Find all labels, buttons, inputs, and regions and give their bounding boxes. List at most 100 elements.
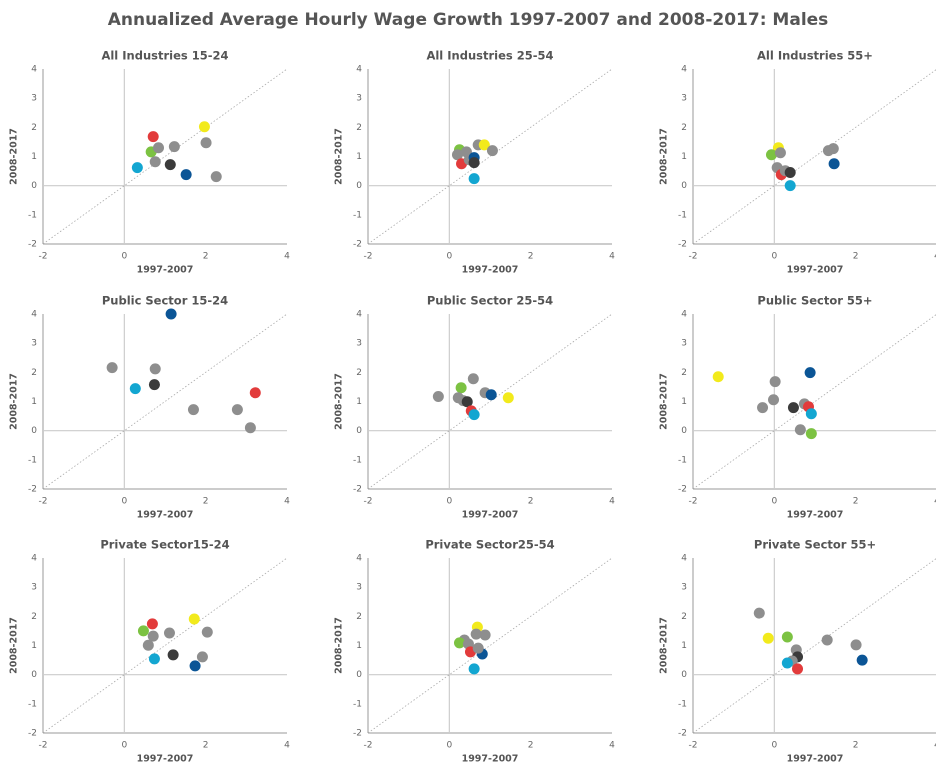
y-tick-label: 0: [31, 670, 37, 680]
point: [189, 660, 201, 672]
y-tick-label: -1: [353, 455, 362, 465]
point: [479, 629, 491, 641]
x-tick-label: -2: [39, 741, 48, 751]
diagonal: [692, 69, 936, 245]
y-tick-label: -2: [28, 485, 37, 495]
point: [106, 362, 118, 374]
point: [478, 139, 490, 151]
point: [454, 637, 465, 649]
y-tick-label: 1: [356, 641, 362, 651]
y-tick-label: 1: [356, 152, 362, 162]
y-tick-label: 3: [681, 583, 687, 593]
point: [470, 628, 482, 640]
x-tick-label: 2: [853, 741, 859, 751]
y-tick-label: 4: [681, 310, 687, 320]
y-tick-label: 1: [681, 152, 687, 162]
y-axis-label: 2008-2017: [659, 128, 670, 185]
panel-title: All Industries 25-54: [426, 49, 553, 63]
y-axis-label: 2008-2017: [9, 128, 20, 185]
x-tick-label: 4: [934, 252, 936, 262]
y-tick-label: 2: [31, 368, 37, 378]
x-axis-label: 1997-2007: [787, 265, 844, 276]
x-tick-label: -2: [689, 252, 698, 262]
point: [451, 149, 463, 161]
x-tick-label: 2: [528, 741, 534, 751]
x-tick-label: -2: [39, 252, 48, 262]
point: [167, 649, 179, 661]
y-tick-label: 1: [356, 397, 362, 407]
point: [168, 141, 180, 153]
point: [850, 639, 862, 651]
x-axis-label: 1997-2007: [462, 265, 519, 276]
point: [467, 373, 479, 385]
diagonal: [367, 557, 613, 734]
point: [472, 642, 484, 654]
y-tick-label: 3: [356, 583, 362, 593]
diagonal: [42, 313, 288, 490]
y-tick-label: 2: [681, 123, 687, 133]
y-axis-label: 2008-2017: [9, 373, 20, 430]
panel: Public Sector 15-24 1997-2007 2008-2017 -2 0…: [9, 294, 291, 521]
point: [201, 626, 213, 638]
x-tick-label: -2: [689, 741, 698, 751]
point: [792, 663, 804, 675]
point: [502, 392, 514, 404]
point: [468, 409, 480, 421]
y-tick-label: -2: [353, 729, 362, 739]
x-axis-label: 1997-2007: [137, 510, 194, 521]
y-tick-label: -2: [678, 729, 687, 739]
y-tick-label: 0: [31, 181, 37, 191]
y-tick-label: 2: [356, 612, 362, 622]
panel: Public Sector 55+ 1997-2007 2008-2017 -2 0 2 4…: [659, 294, 936, 521]
panel-title: Public Sector 25-54: [427, 294, 553, 308]
y-tick-label: 2: [356, 368, 362, 378]
y-tick-label: -1: [353, 699, 362, 709]
diagonal: [367, 313, 613, 490]
y-axis-label: 2008-2017: [334, 128, 345, 185]
point: [142, 639, 154, 651]
x-tick-label: 0: [446, 252, 452, 262]
y-tick-label: 2: [31, 123, 37, 133]
y-axis-label: 2008-2017: [334, 617, 345, 674]
x-tick-label: 2: [853, 252, 859, 262]
point: [774, 147, 786, 159]
point: [757, 402, 769, 414]
y-tick-label: -1: [28, 699, 37, 709]
point: [765, 149, 777, 161]
x-tick-label: -2: [689, 497, 698, 507]
y-tick-label: 1: [31, 397, 37, 407]
point: [231, 404, 243, 416]
y-tick-label: 3: [681, 94, 687, 104]
x-tick-label: 0: [121, 497, 127, 507]
y-axis-label: 2008-2017: [659, 373, 670, 430]
y-tick-label: -1: [28, 210, 37, 220]
panel: Private Sector25-54 1997-2007 2008-2017 -2 0…: [334, 538, 616, 765]
x-tick-label: -2: [364, 741, 373, 751]
y-tick-label: -1: [353, 210, 362, 220]
figure-title: Annualized Average Hourly Wage Growth 19…: [108, 10, 829, 30]
point: [821, 634, 833, 646]
x-axis-label: 1997-2007: [137, 754, 194, 765]
diagonal: [692, 314, 936, 490]
diagonal: [367, 68, 613, 245]
y-tick-label: 0: [681, 670, 687, 680]
panel: Private Sector 55+ 1997-2007 2008-2017 -2 0 2…: [659, 538, 936, 765]
point: [210, 171, 222, 183]
point: [129, 383, 141, 395]
point: [828, 158, 840, 170]
y-tick-label: 0: [31, 426, 37, 436]
y-tick-label: 4: [356, 310, 362, 320]
y-tick-label: -1: [678, 699, 687, 709]
panel-title: Public Sector 55+: [757, 294, 872, 308]
x-tick-label: 4: [284, 741, 290, 751]
point: [784, 180, 796, 192]
x-tick-label: 0: [771, 741, 777, 751]
x-tick-label: 0: [446, 741, 452, 751]
x-tick-label: 4: [284, 252, 290, 262]
diagonal: [692, 558, 936, 734]
x-tick-label: 0: [121, 252, 127, 262]
y-tick-label: 4: [31, 554, 37, 564]
y-tick-label: -2: [678, 240, 687, 250]
y-tick-label: 0: [681, 181, 687, 191]
